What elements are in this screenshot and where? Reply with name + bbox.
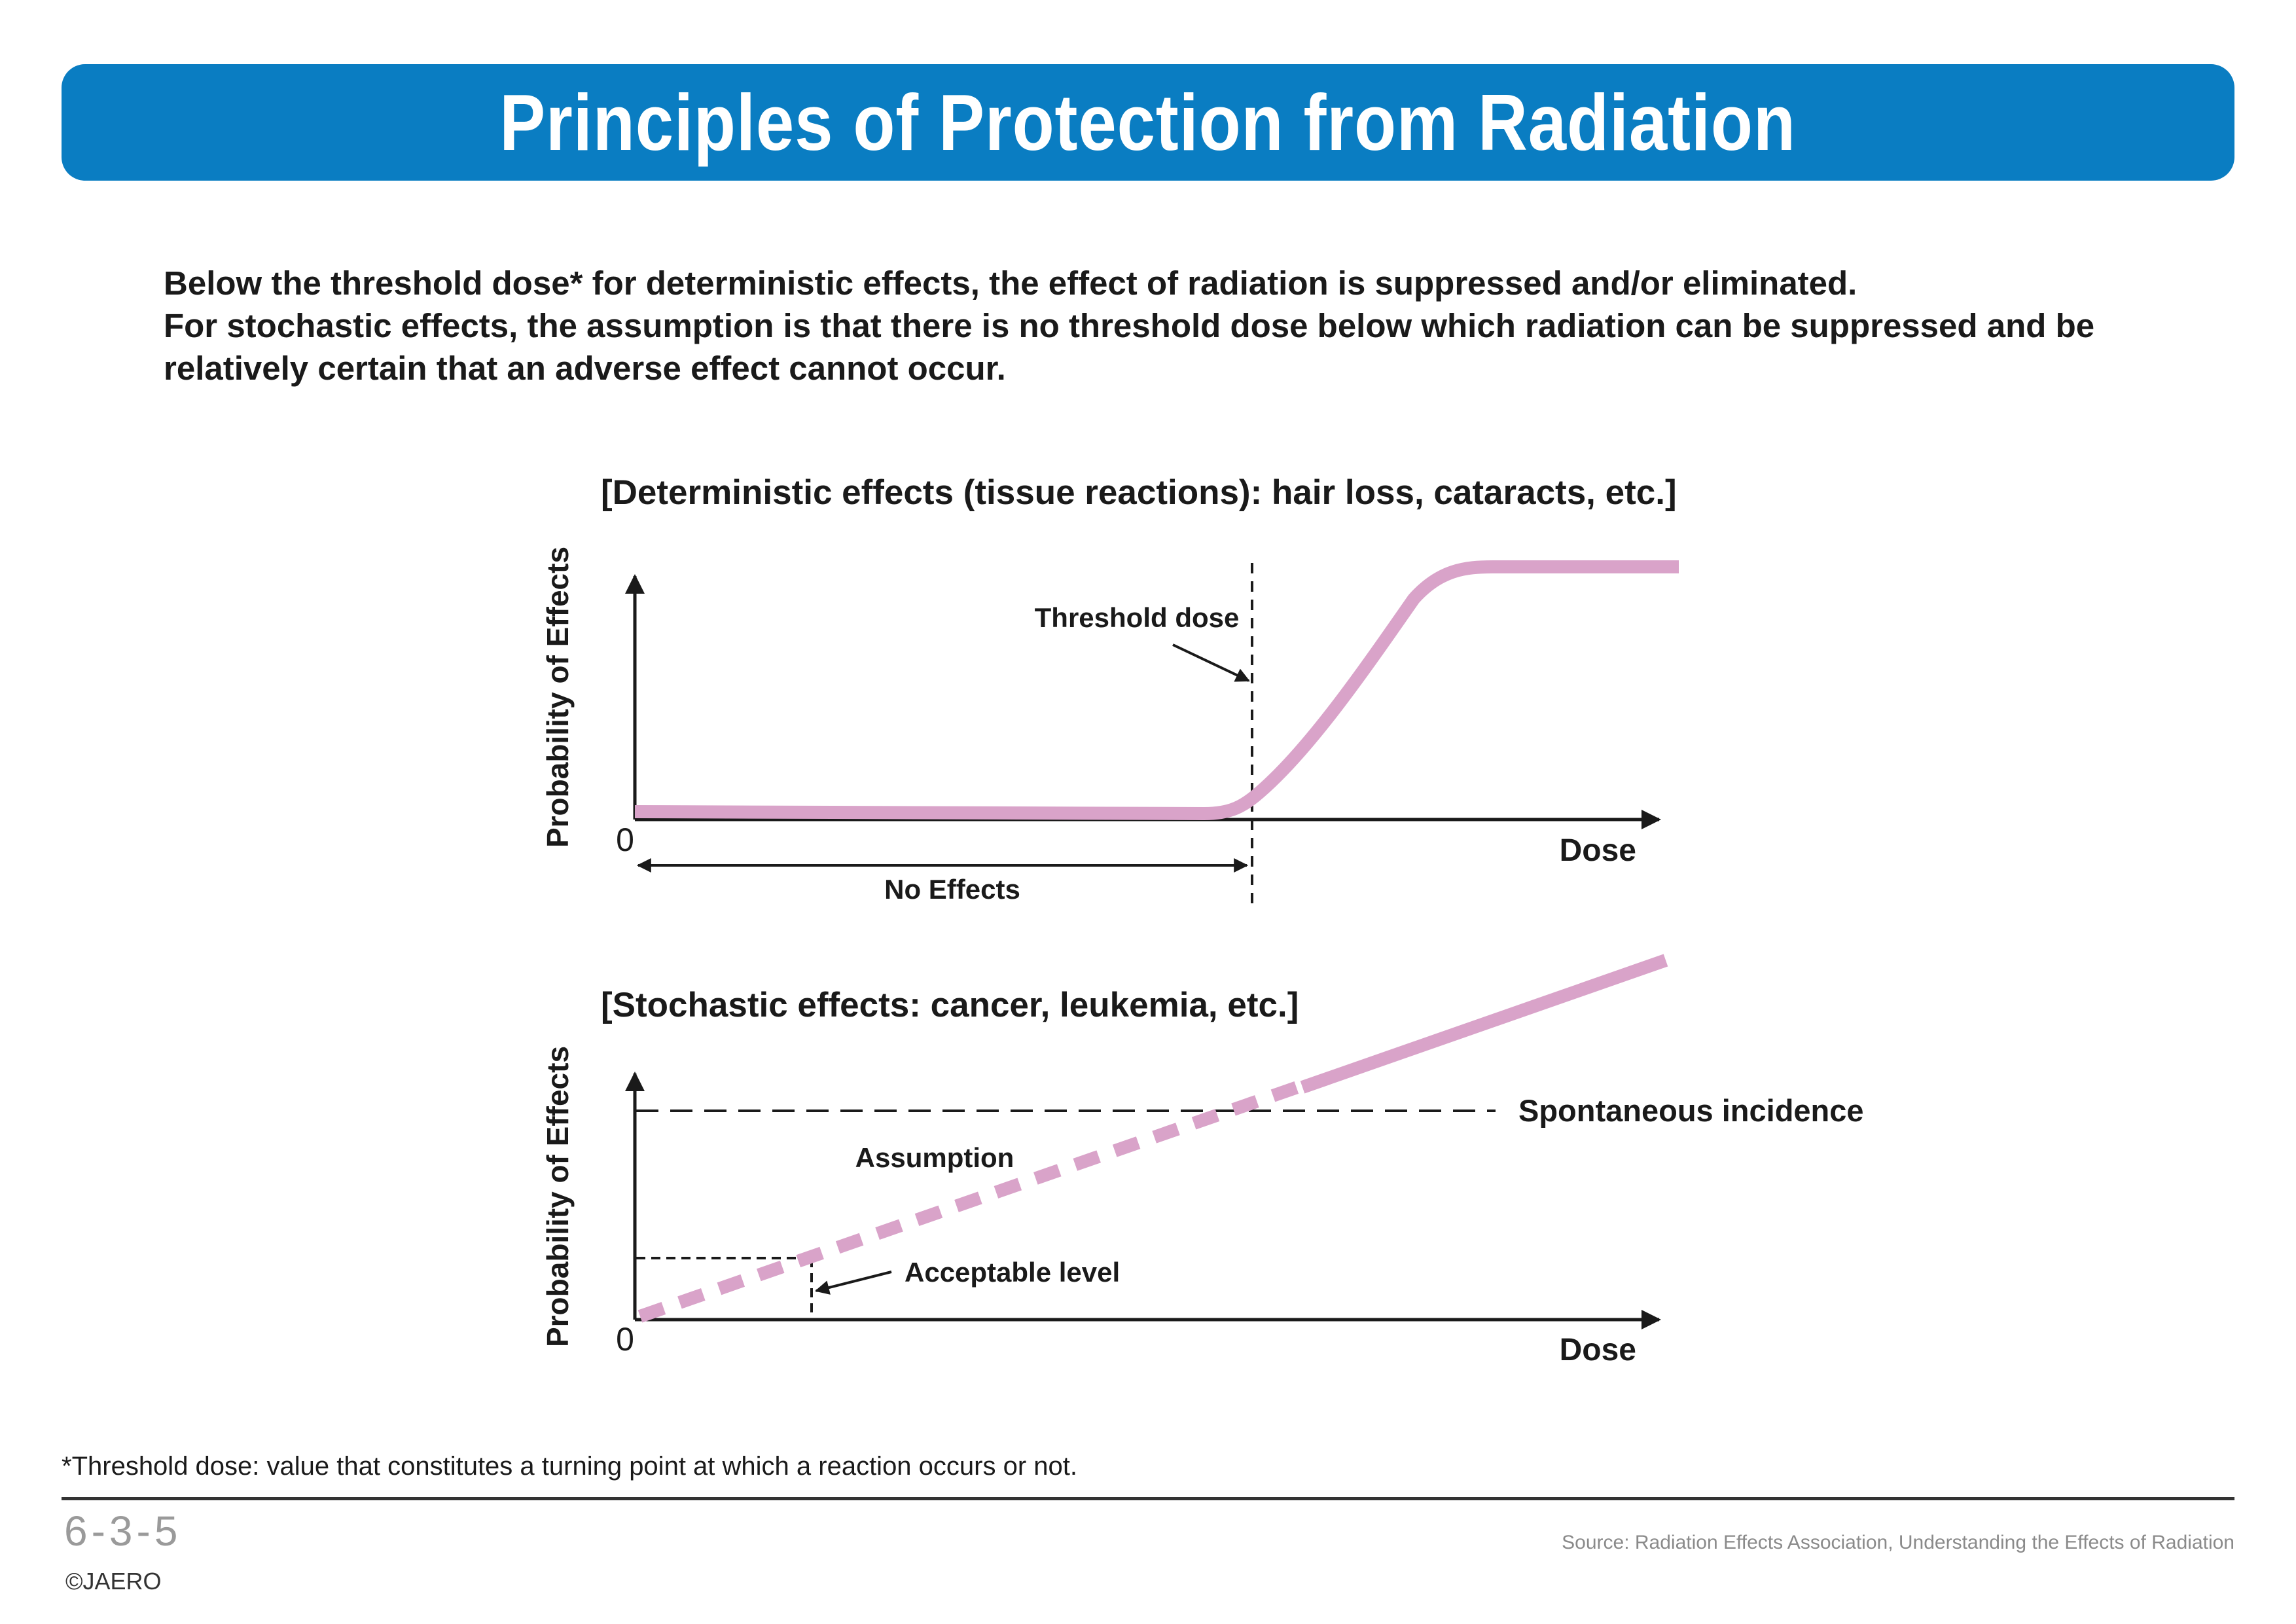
page-title: Principles of Protection from Radiation	[499, 78, 1797, 167]
acceptable-level-pointer-arrow	[814, 1271, 892, 1295]
assumption-label: Assumption	[855, 1142, 1014, 1173]
source-credit: Source: Radiation Effects Association, U…	[1562, 1532, 2234, 1553]
stochastic-heading: [Stochastic effects: cancer, leukemia, e…	[601, 986, 1299, 1024]
intro-text: Below the threshold dose* for determinis…	[164, 262, 2193, 389]
deterministic-heading: [Deterministic effects (tissue reactions…	[601, 473, 1677, 512]
acceptable-level-label: Acceptable level	[905, 1257, 1120, 1288]
page-number: 6-3-5	[64, 1507, 182, 1555]
copyright: ©JAERO	[65, 1568, 162, 1595]
deterministic-origin-label: 0	[616, 821, 634, 858]
title-banner: Principles of Protection from Radiation	[62, 64, 2234, 181]
stochastic-origin-label: 0	[616, 1321, 634, 1358]
stochastic-x-axis-label: Dose	[1560, 1333, 1636, 1367]
assumption-line-dashed	[637, 1080, 1302, 1323]
deterministic-y-axis-label: Probability of Effects	[541, 547, 575, 848]
threshold-dose-label: Threshold dose	[1035, 602, 1240, 633]
intro-line-1: Below the threshold dose* for determinis…	[164, 264, 1857, 302]
threshold-pointer-arrow	[1172, 643, 1250, 682]
footer-divider	[62, 1497, 2234, 1500]
deterministic-curve	[634, 560, 1679, 820]
intro-line-2: For stochastic effects, the assumption i…	[164, 307, 2095, 387]
footnote: *Threshold dose: value that constitutes …	[62, 1452, 1077, 1481]
deterministic-x-axis-label: Dose	[1560, 833, 1636, 868]
stochastic-line-solid	[1300, 954, 1668, 1094]
no-effects-label: No Effects	[884, 874, 1020, 905]
stochastic-y-axis-label: Probability of Effects	[541, 1046, 575, 1347]
spontaneous-incidence-label: Spontaneous incidence	[1518, 1093, 1864, 1128]
